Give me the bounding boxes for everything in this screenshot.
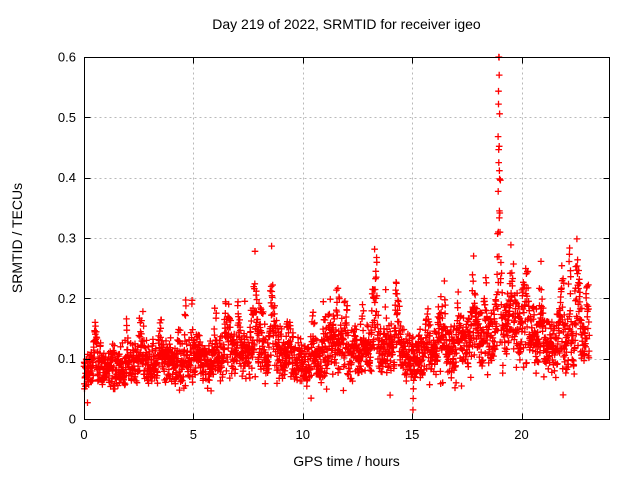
- x-tick-label: 0: [80, 427, 87, 442]
- y-tick-label: 0: [69, 412, 76, 427]
- y-tick-label: 0.1: [58, 351, 76, 366]
- x-tick-label: 15: [405, 427, 419, 442]
- y-tick-label: 0.3: [58, 231, 76, 246]
- x-axis-label: GPS time / hours: [293, 453, 400, 469]
- grid: [84, 57, 610, 420]
- y-axis-label: SRMTID / TECUs: [9, 182, 25, 294]
- x-tick-label: 10: [296, 427, 310, 442]
- x-tick-label: 20: [514, 427, 528, 442]
- plot-border: [84, 57, 610, 420]
- x-tick-label: 5: [190, 427, 197, 442]
- y-tick-label: 0.5: [58, 110, 76, 125]
- y-tick-label: 0.4: [58, 170, 76, 185]
- tick-labels: 0 5 10 15 20 0 0.1 0.2 0.3 0.4 0.5 0.6: [58, 50, 529, 443]
- chart-title: Day 219 of 2022, SRMTID for receiver ige…: [212, 16, 481, 32]
- y-tick-label: 0.2: [58, 291, 76, 306]
- y-tick-label: 0.6: [58, 50, 76, 65]
